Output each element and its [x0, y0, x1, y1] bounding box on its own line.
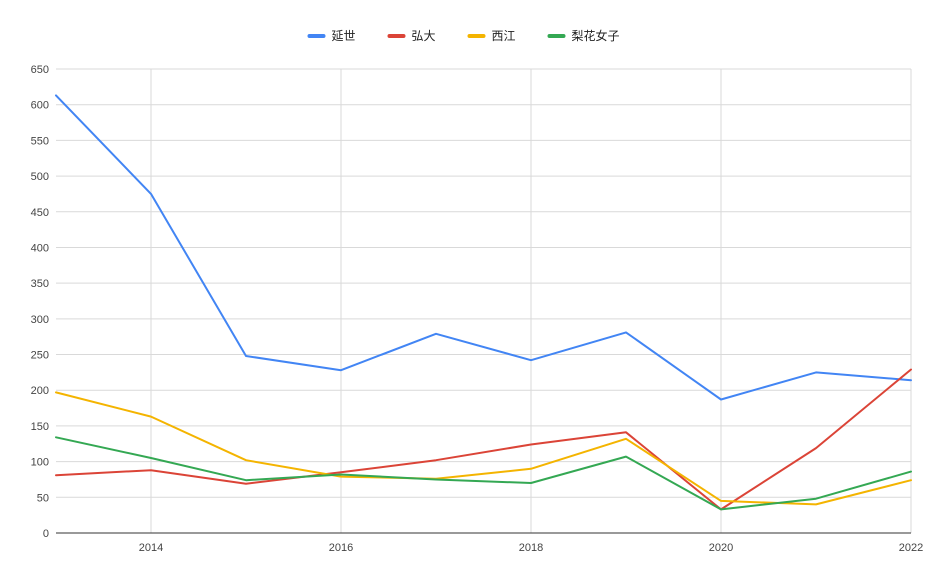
y-tick-label: 650 [31, 64, 49, 76]
y-tick-label: 450 [31, 207, 49, 219]
y-tick-label: 250 [31, 350, 49, 362]
y-tick-label: 50 [37, 492, 49, 504]
y-tick-label: 300 [31, 314, 49, 326]
series-line-3 [55, 391, 912, 506]
y-tick-label: 150 [31, 421, 49, 433]
x-tick-label: 2022 [899, 542, 923, 554]
series-line-4 [55, 436, 912, 511]
y-tick-label: 100 [31, 457, 49, 469]
x-tick-label: 2018 [519, 542, 543, 554]
x-tick-label: 2016 [329, 542, 353, 554]
y-tick-label: 600 [31, 100, 49, 112]
series-lines [55, 94, 912, 511]
y-tick-label: 550 [31, 135, 49, 147]
gridlines [56, 68, 912, 533]
x-tick-label: 2020 [709, 542, 733, 554]
y-tick-label: 400 [31, 242, 49, 254]
y-tick-label: 200 [31, 385, 49, 397]
legend-label: 弘大 [412, 29, 436, 43]
legend: 延世 弘大 西江 梨花女子 [307, 28, 620, 43]
legend-label: 西江 [492, 29, 516, 43]
y-tick-label: 0 [43, 528, 49, 540]
axes: 0 50 100 150 200 250 300 350 400 450 500 550 600 650 2… [31, 64, 924, 554]
legend-label: 梨花女子 [572, 28, 620, 43]
y-tick-label: 500 [31, 171, 49, 183]
x-tick-label: 2014 [139, 542, 163, 554]
legend-label: 延世 [332, 29, 356, 43]
y-tick-label: 350 [31, 278, 49, 290]
series-line-2 [55, 368, 912, 511]
series-line-1 [55, 94, 912, 401]
